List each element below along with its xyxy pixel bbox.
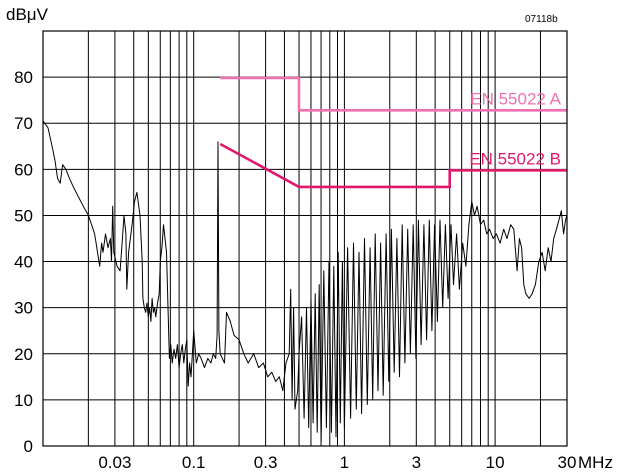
y-axis-label: dBμV <box>6 5 49 24</box>
y-tick-label: 0 <box>24 437 33 456</box>
figure-code: 07118b <box>525 14 558 25</box>
y-tick-labels: 0 10 20 30 40 50 60 70 80 <box>14 68 33 456</box>
y-tick-label: 20 <box>14 345 33 364</box>
x-tick-label: 0.1 <box>182 453 206 472</box>
x-tick-label: 10 <box>486 453 505 472</box>
limit-labels: EN 55022 A EN 55022 B <box>469 89 561 168</box>
x-axis-unit-label: MHz <box>578 453 613 472</box>
y-tick-label: 10 <box>14 391 33 410</box>
y-tick-label: 80 <box>14 68 33 87</box>
x-tick-label: 3 <box>412 453 421 472</box>
y-tick-label: 70 <box>14 114 33 133</box>
x-tick-label: 30 <box>558 453 577 472</box>
x-tick-label: 1 <box>340 453 349 472</box>
x-tick-labels: 0.03 0.1 0.3 1 3 10 30 <box>98 453 576 472</box>
y-tick-label: 30 <box>14 299 33 318</box>
limit-label: EN 55022 A <box>470 89 561 108</box>
y-tick-label: 40 <box>14 253 33 272</box>
y-tick-label: 50 <box>14 206 33 225</box>
y-tick-label: 60 <box>14 160 33 179</box>
limit-label: EN 55022 B <box>469 149 561 168</box>
x-tick-label: 0.03 <box>98 453 131 472</box>
x-tick-label: 0.3 <box>254 453 278 472</box>
